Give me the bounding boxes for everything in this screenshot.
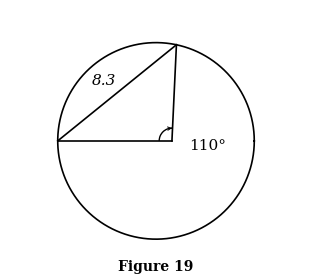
Text: 8.3: 8.3: [92, 74, 116, 88]
Text: 110°: 110°: [189, 139, 226, 153]
Text: Figure 19: Figure 19: [118, 261, 194, 274]
